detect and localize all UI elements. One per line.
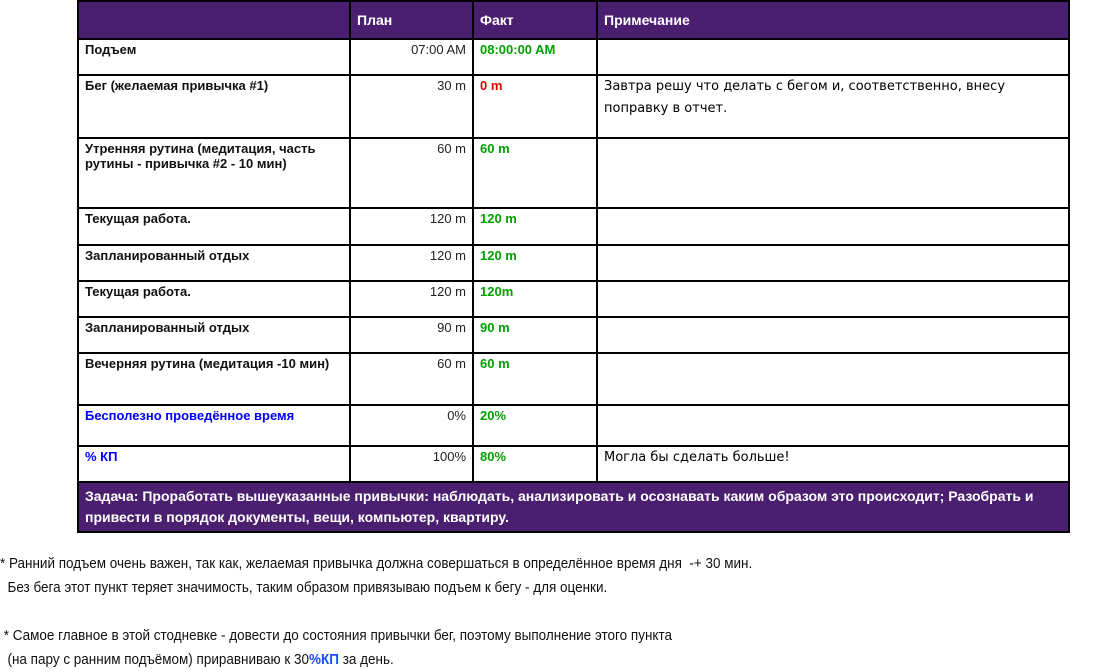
header-note: Примечание <box>596 0 1070 40</box>
row-plan: 60 m <box>349 137 474 209</box>
footnotes: * Ранний подъем очень важен, так как, же… <box>0 552 752 672</box>
row-note: Могла бы сделать больше! <box>596 445 1070 483</box>
row-note <box>596 404 1070 447</box>
row-fact: 120 m <box>472 244 598 282</box>
row-note <box>596 38 1070 76</box>
row-fact: 0 m <box>472 74 598 139</box>
row-plan: 0% <box>349 404 474 447</box>
row-plan: 60 m <box>349 352 474 406</box>
footnote-1b: Без бега этот пункт теряет значимость, т… <box>0 580 608 596</box>
kp-highlight: %КП <box>309 652 339 668</box>
row-note <box>596 352 1070 406</box>
header-empty <box>77 0 351 40</box>
header-plan: План <box>349 0 474 40</box>
row-plan: 120 m <box>349 280 474 318</box>
footnote-2b: (на пару с ранним подъёмом) приравниваю … <box>0 648 752 672</box>
task-text: Задача: Проработать вышеуказанные привыч… <box>77 481 1070 533</box>
table-row: Запланированный отдых 90 m 90 m <box>77 316 1070 354</box>
row-plan: 120 m <box>349 207 474 246</box>
row-fact: 60 m <box>472 137 598 209</box>
row-fact: 60 m <box>472 352 598 406</box>
task-row: Задача: Проработать вышеуказанные привыч… <box>77 481 1070 533</box>
row-plan: 30 m <box>349 74 474 139</box>
footnote-2b-end: за день. <box>338 652 394 668</box>
row-name: Запланированный отдых <box>77 244 351 282</box>
row-plan: 90 m <box>349 316 474 354</box>
row-name: % КП <box>77 445 351 483</box>
row-fact: 08:00:00 AM <box>472 38 598 76</box>
row-name: Вечерняя рутина (медитация -10 мин) <box>77 352 351 406</box>
table-row: % КП 100% 80% Могла бы сделать больше! <box>77 445 1070 483</box>
table-row: Текущая работа. 120 m 120 m <box>77 207 1070 246</box>
header-row: План Факт Примечание <box>77 0 1070 40</box>
footnote-2b-text: (на пару с ранним подъёмом) приравниваю … <box>0 652 310 668</box>
row-fact: 90 m <box>472 316 598 354</box>
row-name: Текущая работа. <box>77 280 351 318</box>
row-name: Запланированный отдых <box>77 316 351 354</box>
row-name: Бег (желаемая привычка #1) <box>77 74 351 139</box>
habit-report-table: План Факт Примечание Подъем 07:00 AM 08:00… <box>77 0 1070 533</box>
table-row: Утренняя рутина (медитация, часть рутины… <box>77 137 1070 209</box>
row-note <box>596 137 1070 209</box>
row-plan: 07:00 AM <box>349 38 474 76</box>
footnote-2a: * Самое главное в этой стодневке - довес… <box>0 628 672 644</box>
footnote-1a: * Ранний подъем очень важен, так как, же… <box>0 556 753 572</box>
row-fact: 120 m <box>472 207 598 246</box>
row-fact: 20% <box>472 404 598 447</box>
row-note <box>596 244 1070 282</box>
row-name: Бесполезно проведённое время <box>77 404 351 447</box>
row-plan: 120 m <box>349 244 474 282</box>
row-fact: 120m <box>472 280 598 318</box>
row-plan: 100% <box>349 445 474 483</box>
row-note <box>596 207 1070 246</box>
table-row: Подъем 07:00 AM 08:00:00 AM <box>77 38 1070 76</box>
row-note <box>596 316 1070 354</box>
table-row: Текущая работа. 120 m 120m <box>77 280 1070 318</box>
row-name: Утренняя рутина (медитация, часть рутины… <box>77 137 351 209</box>
table-row: Запланированный отдых 120 m 120 m <box>77 244 1070 282</box>
row-note <box>596 280 1070 318</box>
header-fact: Факт <box>472 0 598 40</box>
row-name: Подъем <box>77 38 351 76</box>
table-row: Бесполезно проведённое время 0% 20% <box>77 404 1070 447</box>
row-note: Завтра решу что делать с бегом и, соотве… <box>596 74 1070 139</box>
row-name: Текущая работа. <box>77 207 351 246</box>
row-fact: 80% <box>472 445 598 483</box>
